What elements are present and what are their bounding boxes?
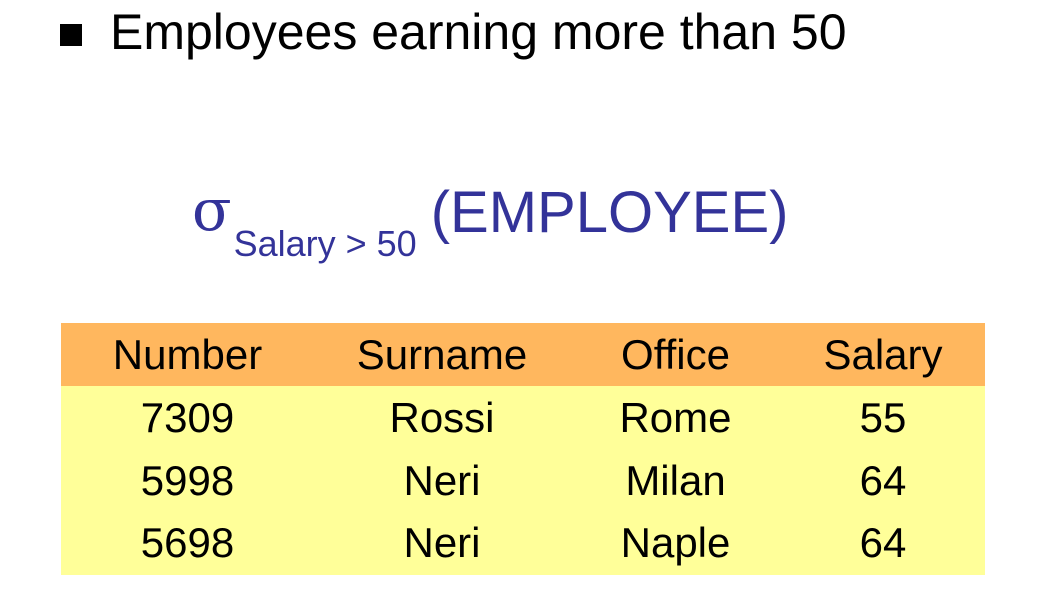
table-row: 5998 Neri Milan 64 [61, 449, 985, 512]
column-header-office: Office [621, 330, 730, 378]
column-header-surname: Surname [356, 330, 528, 378]
cell-salary: 55 [859, 393, 907, 441]
cell-salary: 64 [859, 456, 907, 504]
heading-text: Employees earning more than 50 [110, 4, 847, 60]
table-row: 5698 Neri Naple 64 [61, 512, 985, 575]
cell-surname: Neri [403, 518, 481, 566]
table-row: 7309 Rossi Rome 55 [61, 386, 985, 449]
cell-salary: 64 [859, 518, 907, 566]
slide-heading: Employees earning more than 50 [60, 4, 847, 60]
relation-name: (EMPLOYEE) [430, 180, 789, 245]
cell-surname: Rossi [389, 393, 495, 441]
cell-number: 7309 [140, 393, 235, 441]
column-header-salary: Salary [823, 330, 943, 378]
sigma-symbol: σ [192, 176, 232, 244]
cell-office: Milan [625, 456, 726, 504]
cell-number: 5998 [140, 456, 235, 504]
cell-office: Rome [619, 393, 732, 441]
square-bullet-icon [60, 24, 82, 46]
selection-formula: σSalary > 50 (EMPLOYEE) [192, 176, 789, 264]
column-header-number: Number [112, 330, 263, 378]
result-table: Number Surname Office Salary 7309 Rossi … [61, 323, 985, 575]
cell-surname: Neri [403, 456, 481, 504]
selection-condition: Salary > 50 [233, 223, 417, 264]
cell-number: 5698 [140, 518, 235, 566]
table-header-row: Number Surname Office Salary [61, 323, 985, 386]
cell-office: Naple [620, 518, 731, 566]
